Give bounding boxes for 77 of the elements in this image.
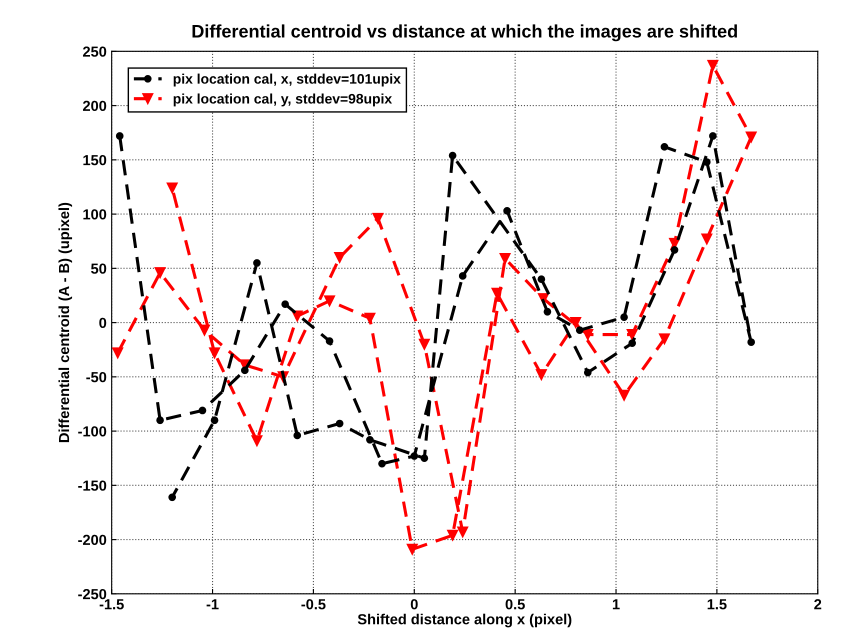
x-tick-label: -0.5 xyxy=(301,599,326,610)
point xyxy=(658,333,670,344)
point xyxy=(324,295,336,306)
chart-title: Differential centroid vs distance at which the images are shifted xyxy=(192,24,737,42)
point xyxy=(570,317,582,328)
y-tick-label: -50 xyxy=(86,372,106,382)
point xyxy=(747,338,756,346)
point xyxy=(701,234,712,245)
point xyxy=(293,432,302,440)
y-tick-label: 100 xyxy=(83,209,106,220)
x-tick-label: 0 xyxy=(410,599,418,610)
point xyxy=(209,347,220,359)
point xyxy=(707,60,718,72)
point xyxy=(251,435,262,446)
point xyxy=(336,420,344,428)
point xyxy=(378,460,386,468)
point xyxy=(154,267,166,278)
point xyxy=(544,308,552,316)
y-tick-label: -250 xyxy=(78,588,106,600)
x-axis-title: Shifted distance along x (pixel) xyxy=(358,614,572,628)
point xyxy=(198,324,210,336)
point xyxy=(582,328,594,340)
x-tick-label: -1 xyxy=(206,599,219,610)
point xyxy=(709,132,717,140)
point xyxy=(618,390,630,401)
y-tick-label: 250 xyxy=(82,46,106,57)
point xyxy=(334,252,346,264)
y-tick-label: 0 xyxy=(99,318,106,328)
point xyxy=(626,328,638,340)
point xyxy=(447,530,458,541)
y-tick-label: -150 xyxy=(78,480,106,491)
x-tick-label: -1.5 xyxy=(100,599,124,610)
point xyxy=(458,272,467,280)
point xyxy=(281,300,289,308)
point xyxy=(410,452,418,460)
point xyxy=(372,212,384,224)
y-tick-label: -200 xyxy=(78,534,106,546)
point xyxy=(168,493,176,502)
point xyxy=(746,132,757,143)
point xyxy=(241,366,249,374)
point xyxy=(364,312,376,324)
point xyxy=(406,544,418,555)
y-tick-label: -100 xyxy=(78,426,106,437)
y-tick-label: 150 xyxy=(83,154,106,166)
point xyxy=(198,406,206,414)
y-tick-label: 50 xyxy=(91,263,106,274)
point xyxy=(420,454,428,462)
point xyxy=(457,526,468,538)
point xyxy=(448,152,456,160)
point xyxy=(156,416,164,424)
point xyxy=(166,182,178,194)
point xyxy=(112,347,124,359)
y-axis-title: Differential centroid (A - B) (upixel) xyxy=(58,202,72,442)
point xyxy=(491,288,503,299)
point xyxy=(503,207,511,215)
legend-label: pix location cal, x, stddev=101upix xyxy=(174,74,401,87)
x-tick-label: 0.5 xyxy=(506,599,525,610)
point xyxy=(326,337,334,345)
point xyxy=(500,253,511,264)
point xyxy=(660,143,668,151)
x-tick-label: 1.5 xyxy=(708,599,727,610)
point xyxy=(628,339,636,348)
point xyxy=(620,313,628,321)
point xyxy=(584,368,592,376)
point xyxy=(210,416,218,424)
point xyxy=(536,369,547,380)
point xyxy=(418,338,430,350)
point xyxy=(366,436,374,444)
point xyxy=(576,326,584,334)
point xyxy=(253,259,261,267)
y-tick-label: 200 xyxy=(82,100,106,112)
point xyxy=(670,246,678,254)
point xyxy=(116,132,124,140)
legend-label: pix location cal, y, stddev=98upix xyxy=(174,93,392,106)
x-tick-label: 1 xyxy=(612,599,620,610)
point xyxy=(538,275,546,284)
x-tick-label: 2 xyxy=(814,599,822,610)
